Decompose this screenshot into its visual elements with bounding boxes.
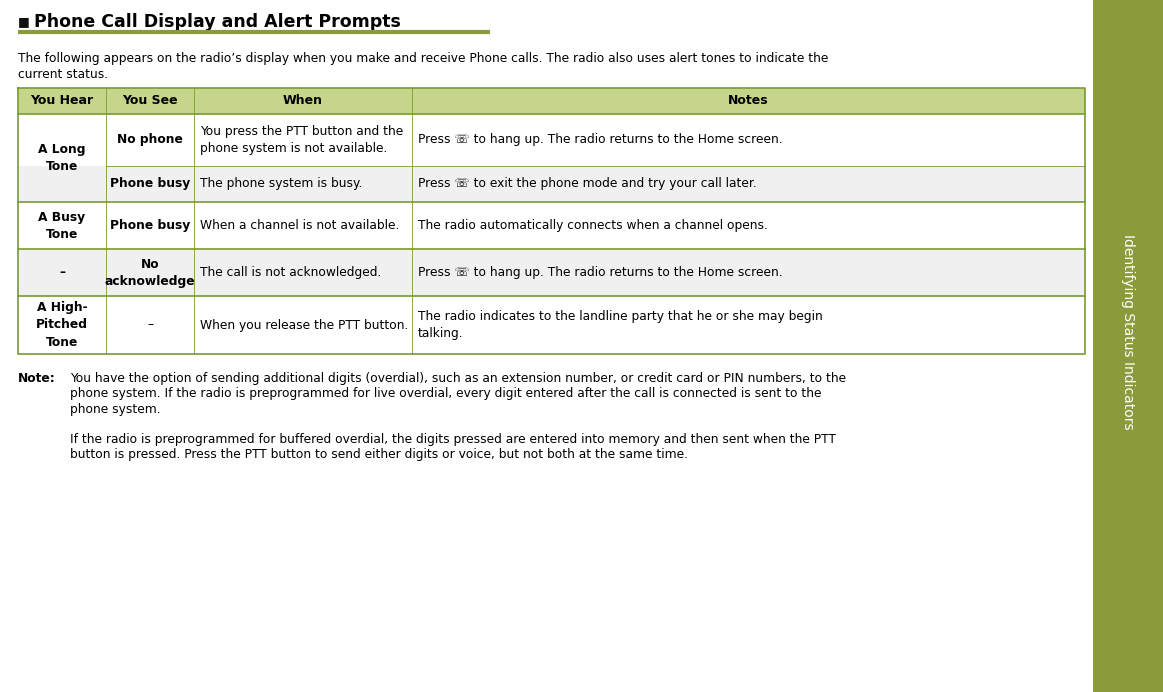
Text: Press ☏ to hang up. The radio returns to the Home screen.: Press ☏ to hang up. The radio returns to… [418,266,783,279]
Text: When a channel is not available.: When a channel is not available. [200,219,399,232]
Text: Notes: Notes [728,95,769,107]
Text: button is pressed. Press the PTT button to send either digits or voice, but not : button is pressed. Press the PTT button … [70,448,688,461]
Text: The radio automatically connects when a channel opens.: The radio automatically connects when a … [418,219,768,232]
Bar [17,202,1085,249]
Text: You have the option of sending additional digits (overdial), such as an extensio: You have the option of sending additiona… [70,372,847,385]
Text: A Long
Tone: A Long Tone [38,143,86,173]
Bar [17,249,1085,296]
Text: You Hear: You Hear [30,95,93,107]
Text: –: – [147,318,154,331]
Bar [1093,0,1163,692]
Text: When you release the PTT button.: When you release the PTT button. [200,318,408,331]
Text: The radio indicates to the landline party that he or she may begin
talking.: The radio indicates to the landline part… [418,310,822,340]
Text: No
acknowledge: No acknowledge [105,257,195,287]
Text: phone system. If the radio is preprogrammed for live overdial, every digit enter: phone system. If the radio is preprogram… [70,388,821,401]
Bar [17,166,1085,202]
Text: The call is not acknowledged.: The call is not acknowledged. [200,266,381,279]
Text: Phone busy: Phone busy [109,219,190,232]
Text: When: When [283,95,323,107]
Text: Phone busy: Phone busy [109,178,190,190]
Text: You press the PTT button and the
phone system is not available.: You press the PTT button and the phone s… [200,125,404,155]
Text: You See: You See [122,95,178,107]
Bar [17,88,1085,114]
Text: A High-
Pitched
Tone: A High- Pitched Tone [36,302,88,349]
Bar [17,114,1085,166]
Text: Press ☏ to exit the phone mode and try your call later.: Press ☏ to exit the phone mode and try y… [418,178,757,190]
Text: If the radio is preprogrammed for buffered overdial, the digits pressed are ente: If the radio is preprogrammed for buffer… [70,432,836,446]
Text: phone system.: phone system. [70,403,160,416]
Text: ■: ■ [17,15,30,28]
Bar [17,296,1085,354]
Text: Press ☏ to hang up. The radio returns to the Home screen.: Press ☏ to hang up. The radio returns to… [418,134,783,147]
Text: Identifying Status Indicators: Identifying Status Indicators [1121,235,1135,430]
Text: A Busy
Tone: A Busy Tone [38,210,86,241]
Text: –: – [59,266,65,279]
Text: The phone system is busy.: The phone system is busy. [200,178,363,190]
Text: Phone Call Display and Alert Prompts: Phone Call Display and Alert Prompts [34,13,401,31]
Text: 33: 33 [1115,655,1141,673]
Text: The following appears on the radio’s display when you make and receive Phone cal: The following appears on the radio’s dis… [17,52,828,65]
Text: Note:: Note: [17,372,56,385]
Text: No phone: No phone [117,134,183,147]
Text: current status.: current status. [17,68,108,81]
